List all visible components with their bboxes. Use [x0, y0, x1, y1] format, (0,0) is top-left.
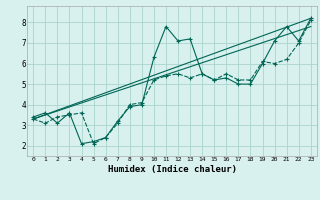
X-axis label: Humidex (Indice chaleur): Humidex (Indice chaleur): [108, 165, 236, 174]
